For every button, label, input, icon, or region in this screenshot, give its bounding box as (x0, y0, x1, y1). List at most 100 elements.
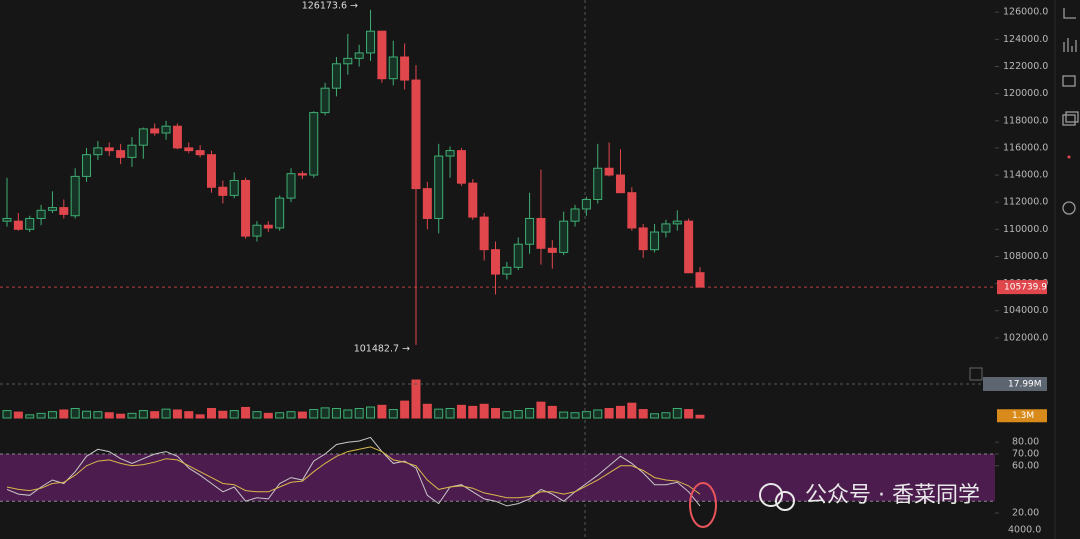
y-tick-label: 110000.0 (1003, 224, 1048, 235)
candle-body (525, 217, 535, 245)
candle-body (320, 87, 330, 114)
candle-body (468, 182, 478, 218)
candle-body (445, 150, 455, 157)
candle-body (138, 128, 148, 146)
tool-icon[interactable] (1065, 111, 1079, 123)
candle-body (581, 198, 591, 210)
candle-body (354, 52, 364, 59)
volume-level-label: 17.99M (1008, 380, 1042, 390)
candle-body (570, 208, 580, 222)
y-tick-label: 112000.0 (1003, 197, 1048, 208)
volume-last-box (997, 409, 1047, 423)
tool-icon[interactable] (1062, 201, 1076, 215)
candle-body (422, 188, 432, 219)
candle-body (684, 220, 694, 274)
volume-bar (127, 412, 137, 419)
y-tick-label: 116000.0 (1003, 142, 1048, 153)
axis-fragment: 4000.0 (1008, 525, 1041, 536)
volume-bar (229, 410, 239, 419)
candle-body (82, 154, 92, 177)
volume-bar (252, 411, 262, 419)
pane-toggle[interactable] (969, 367, 983, 381)
volume-bar (309, 409, 319, 419)
candle-body (559, 220, 569, 253)
candle-body (150, 128, 160, 134)
volume-bar (650, 413, 660, 419)
candle-body (161, 125, 171, 134)
volume-bar (331, 407, 341, 419)
volume-bar (172, 409, 182, 419)
volume-bar (104, 412, 114, 419)
candle-body (627, 192, 637, 229)
volume-bar (116, 413, 126, 419)
volume-bar (59, 409, 69, 419)
volume-bar (559, 411, 569, 419)
volume-bar (70, 407, 80, 419)
candle-body (331, 63, 341, 89)
plot: 102000.0104000.0106000.0108000.0110000.0… (0, 0, 1048, 539)
volume-bar (502, 411, 512, 419)
candle-body (263, 224, 273, 229)
candle-body (13, 220, 23, 230)
y-tick-label: 126000.0 (1003, 7, 1048, 18)
candle-body (513, 243, 523, 268)
volume-bar (161, 408, 171, 419)
candle-body (206, 154, 216, 188)
candle-body (184, 147, 194, 152)
volume-bar (184, 411, 194, 419)
candle-body (377, 30, 387, 80)
volume-bar (388, 409, 398, 419)
candle-body (297, 173, 307, 176)
candle-body (229, 179, 239, 196)
y-tick-label: 122000.0 (1003, 61, 1048, 72)
candle-body (172, 125, 182, 149)
tool-icon[interactable] (1062, 75, 1076, 87)
volume-bar (491, 407, 501, 419)
volume-bar (456, 404, 466, 419)
candle-body (411, 79, 421, 190)
tool-icon[interactable] (1062, 114, 1076, 126)
candle-body (309, 112, 319, 176)
tool-icon[interactable] (1063, 8, 1076, 19)
volume-bar (25, 414, 35, 419)
volume-bar (627, 402, 637, 419)
candle-body (456, 150, 466, 184)
volume-bar (593, 409, 603, 419)
y-tick-label: 102000.0 (1003, 332, 1048, 343)
y-tick-label: 124000.0 (1003, 34, 1048, 45)
candle-body (502, 266, 512, 275)
volume-bar (695, 414, 705, 419)
candle-body (104, 147, 114, 152)
volume-bar (93, 411, 103, 419)
high-label: 126173.6 → (302, 0, 358, 11)
candle-body (252, 224, 262, 237)
candle-body (366, 30, 376, 54)
candle-body (536, 217, 546, 249)
volume-bar (47, 411, 57, 419)
candle-body (695, 272, 705, 288)
watermark: 公众号 · 香菜同学 (805, 483, 980, 508)
tool-icon[interactable] (1063, 38, 1077, 52)
volume-bar (320, 407, 330, 419)
volume-bar (206, 407, 216, 419)
volume-bar (468, 405, 478, 419)
candle-body (241, 179, 251, 237)
y-tick-label: 120000.0 (1003, 88, 1048, 99)
highlight-circle (689, 482, 717, 528)
watermark-icon (759, 483, 783, 507)
candle-body (127, 144, 137, 158)
osc-tick-label: 60.00 (1012, 460, 1039, 471)
osc-tick-label: 20.00 (1012, 508, 1039, 519)
osc-line (6, 446, 701, 499)
last-price-box (997, 280, 1047, 295)
volume-bar (400, 400, 410, 419)
candle-body (59, 207, 69, 215)
toolbar (1062, 8, 1079, 215)
candle-body (434, 155, 444, 219)
volume-bar (672, 407, 682, 419)
volume-bar (354, 407, 364, 419)
candle-body (604, 167, 614, 176)
volume-bar (525, 407, 535, 419)
volume-bar (366, 406, 376, 419)
